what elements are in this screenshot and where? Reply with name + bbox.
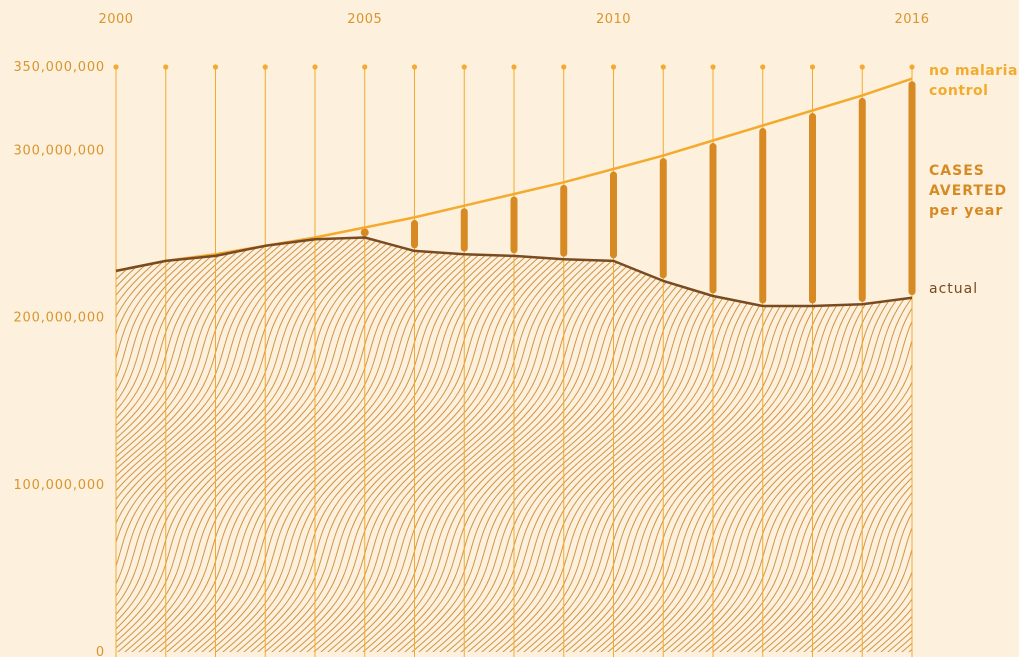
hatch-line <box>0 200 184 657</box>
hatch-line <box>919 200 1019 657</box>
hatch-line <box>968 200 1019 657</box>
no-control-label-line2: control <box>929 83 988 99</box>
hatch-line <box>0 200 128 657</box>
y-tick-label: 0 <box>96 645 105 657</box>
hatch-line <box>0 200 317 657</box>
year-dot <box>810 64 815 69</box>
hatch-line <box>0 200 275 657</box>
hatch-line <box>0 200 205 657</box>
hatch-line <box>0 200 100 657</box>
y-tick-label: 100,000,000 <box>13 478 105 493</box>
x-tick-label: 2000 <box>98 12 133 27</box>
hatch-line <box>0 200 93 657</box>
hatch-line <box>772 200 1019 657</box>
x-tick-label: 2005 <box>347 12 382 27</box>
hatch-line <box>765 200 1019 657</box>
x-tick-label: 2016 <box>894 12 929 27</box>
hatch-line <box>0 200 226 657</box>
hatch-line <box>996 200 1019 657</box>
hatch-line <box>681 200 1019 657</box>
hatch-line <box>0 200 86 657</box>
averted-bar <box>361 228 369 236</box>
hatch-line <box>751 200 1019 657</box>
hatch-line <box>933 200 1019 657</box>
y-tick-label: 200,000,000 <box>13 311 105 326</box>
hatch-line <box>0 200 219 657</box>
year-dot <box>362 64 367 69</box>
hatch-line <box>926 200 1019 657</box>
actual-label: actual <box>929 281 978 297</box>
hatch-line <box>863 200 1019 657</box>
hatch-line <box>940 200 1019 657</box>
hatch-line <box>0 200 107 657</box>
hatch-line <box>947 200 1019 657</box>
hatch-line <box>1010 200 1019 657</box>
year-dot <box>113 64 118 69</box>
y-tick-label: 350,000,000 <box>13 60 105 75</box>
hatch-line <box>723 200 1019 657</box>
hatch-line <box>898 200 1019 657</box>
hatch-line <box>828 200 1019 657</box>
hatch-line <box>821 200 1019 657</box>
hatch-line <box>1003 200 1019 657</box>
hatch-line <box>912 200 1019 657</box>
year-dot <box>760 64 765 69</box>
year-dot <box>412 64 417 69</box>
year-dot <box>860 64 865 69</box>
averted-label-line1: CASES <box>929 163 985 179</box>
hatch-line <box>989 200 1019 657</box>
hatch-line <box>954 200 1019 657</box>
hatched-area-under-actual <box>0 200 1019 657</box>
hatch-line <box>849 200 1019 657</box>
hatch-line <box>814 200 1019 657</box>
hatch-line <box>0 200 135 657</box>
hatch-line <box>975 200 1019 657</box>
averted-label-line2: AVERTED <box>929 183 1007 199</box>
year-dot <box>511 64 516 69</box>
no-control-label-line1: no malaria <box>929 63 1018 79</box>
hatch-line <box>0 200 163 657</box>
hatch-line <box>688 200 1019 657</box>
hatch-line <box>842 200 1019 657</box>
hatch-line <box>0 200 212 657</box>
hatch-line <box>961 200 1019 657</box>
year-dot <box>163 64 168 69</box>
hatch-line <box>0 200 114 657</box>
hatch-line <box>0 200 345 657</box>
year-dot <box>462 64 467 69</box>
y-tick-label: 300,000,000 <box>13 144 105 159</box>
year-dot <box>561 64 566 69</box>
hatch-line <box>0 200 303 657</box>
hatch-line <box>674 200 1019 657</box>
hatch-line <box>0 200 233 657</box>
hatch-line <box>0 200 177 657</box>
year-dot <box>312 64 317 69</box>
year-dot <box>909 64 914 69</box>
series-labels: no malaria control CASES AVERTED per yea… <box>929 63 1018 297</box>
hatch-line <box>758 200 1019 657</box>
hatch-line <box>0 200 79 657</box>
year-dot <box>710 64 715 69</box>
averted-label-line3: per year <box>929 203 1003 219</box>
hatch-line <box>0 200 170 657</box>
hatch-line <box>0 200 121 657</box>
hatch-line <box>870 200 1019 657</box>
year-dot <box>661 64 666 69</box>
hatch-line <box>730 200 1019 657</box>
x-tick-label: 2010 <box>596 12 631 27</box>
hatch-line <box>905 200 1019 657</box>
year-dot <box>263 64 268 69</box>
year-dot <box>611 64 616 69</box>
year-dot <box>213 64 218 69</box>
hatch-line <box>856 200 1019 657</box>
hatch-line <box>982 200 1019 657</box>
